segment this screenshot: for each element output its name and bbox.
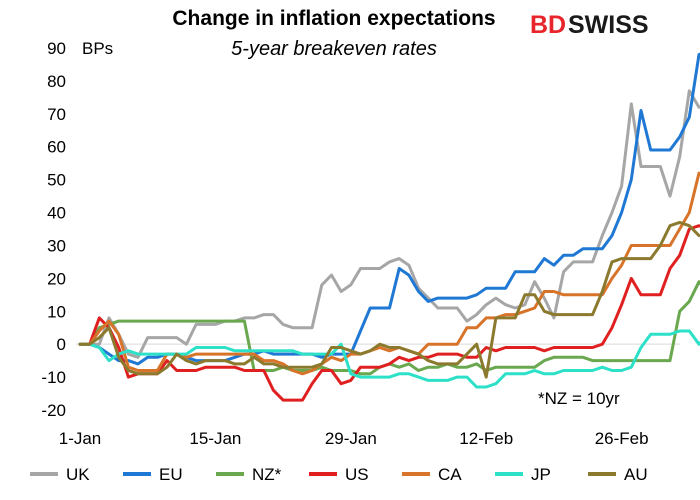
y-tick-label: 20 [47, 269, 66, 288]
y-tick-label: 70 [47, 105, 66, 124]
y-tick-label: 0 [57, 335, 66, 354]
x-tick-label: 1-Jan [59, 429, 102, 448]
series-line-jp [78, 329, 700, 389]
x-tick-label: 29-Jan [325, 429, 377, 448]
logo-part-swiss: SWISS [568, 11, 649, 39]
legend-label: CA [438, 465, 462, 484]
y-tick-label: -10 [41, 368, 66, 387]
x-tick-label: 12-Feb [459, 429, 513, 448]
legend-label: AU [624, 465, 648, 484]
y-tick-label: 10 [47, 302, 66, 321]
axes: -20 -10 0 10 20 30 40 50 60 70 80 90 1-Jan 15-Jan 29-J… [41, 39, 648, 448]
legend-label: JP [531, 465, 551, 484]
series-line-us [78, 224, 700, 402]
y-axis-label: BPs [82, 39, 113, 58]
chart-title: Change in inflation expectations [172, 7, 495, 30]
legend-label: US [345, 465, 369, 484]
series-lines [78, 52, 700, 402]
y-tick-label: 60 [47, 138, 66, 157]
series-line-au [78, 220, 700, 379]
series-line-nz [78, 280, 700, 376]
legend-label: EU [159, 465, 183, 484]
y-tick-label: 30 [47, 236, 66, 255]
y-tick-label: 80 [47, 72, 66, 91]
x-tick-label: 26-Feb [595, 429, 649, 448]
y-tick-label: 40 [47, 204, 66, 223]
legend-label: UK [66, 465, 90, 484]
brand-logo: BD SWISS [530, 11, 649, 39]
chart-subtitle: 5-year breakeven rates [231, 38, 437, 60]
series-line-uk [78, 89, 700, 359]
legend-label: NZ* [252, 465, 282, 484]
series-line-eu [78, 52, 700, 366]
y-tick-label: 90 [47, 39, 66, 58]
legend: UK EU NZ* US CA JP AU [30, 465, 648, 484]
chart-annotation: *NZ = 10yr [538, 389, 620, 408]
x-tick-label: 15-Jan [189, 429, 241, 448]
series-line-ca [78, 171, 700, 376]
y-tick-label: 50 [47, 171, 66, 190]
y-tick-label: -20 [41, 401, 66, 420]
logo-part-bd: BD [530, 11, 566, 39]
